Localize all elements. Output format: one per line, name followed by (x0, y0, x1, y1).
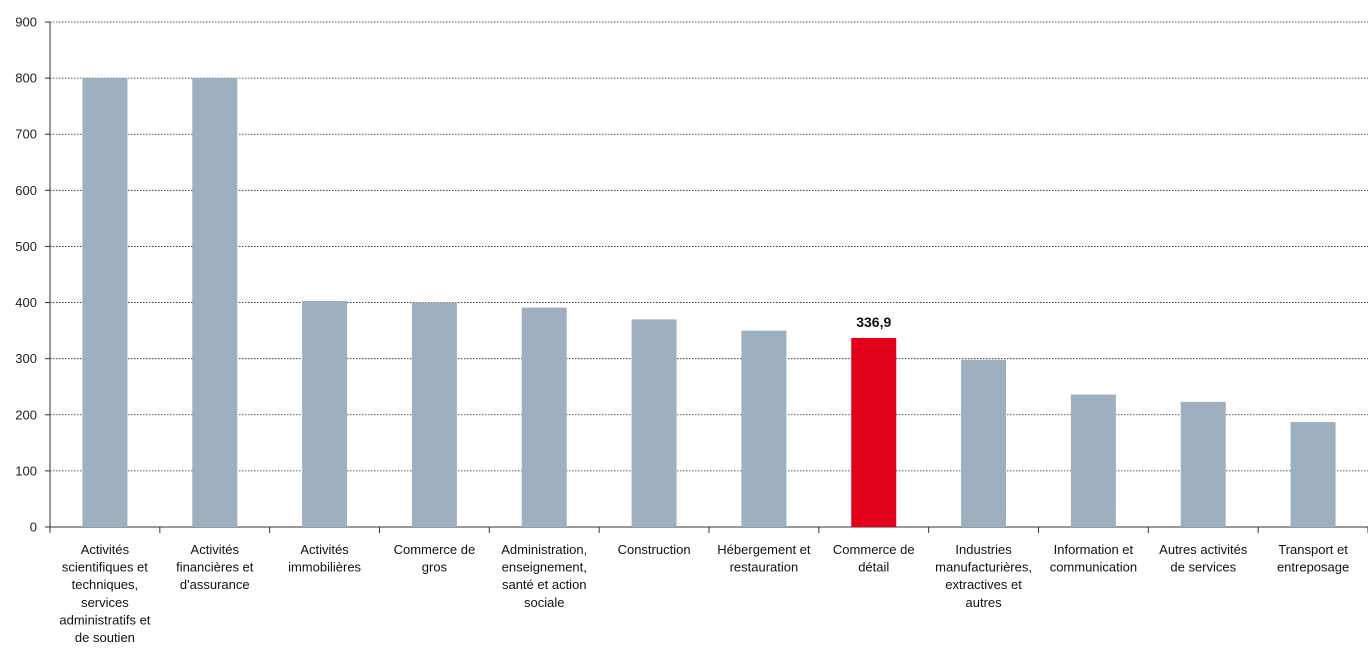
x-category-label: Information et communication (1050, 542, 1137, 575)
x-category-label-line: services (81, 595, 129, 610)
y-tick-label: 800 (15, 71, 37, 86)
x-category-label-line: Activités (81, 542, 130, 557)
x-category-label-line: financières et (176, 560, 254, 575)
x-category-label-line: d'assurance (180, 577, 250, 592)
y-tick-label: 600 (15, 183, 37, 198)
bars (82, 78, 1336, 527)
x-category-label-line: santé et action (502, 577, 587, 592)
x-category-label-line: sociale (524, 595, 564, 610)
x-category-label-line: Commerce de (833, 542, 915, 557)
x-category-label-line: Industries (955, 542, 1012, 557)
x-category-label: Industries manufacturières, extractives et… (935, 542, 1032, 610)
x-category-label-line: enseignement, (502, 560, 587, 575)
x-category-label-line: Administration, (501, 542, 587, 557)
x-category-label-line: communication (1050, 560, 1137, 575)
y-axis-ticks: 0 100 200 300 400 500 600 700 800 900 (15, 15, 1368, 535)
x-category-label-line: entreposage (1277, 560, 1349, 575)
bar (1070, 394, 1116, 527)
data-label: 336,9 (856, 314, 891, 330)
x-category-label-line: Transport et (1278, 542, 1348, 557)
bar (961, 359, 1007, 527)
x-category-label: Activités scientifiques et techniques, serv… (59, 542, 150, 645)
bar (411, 302, 457, 527)
y-tick-label: 900 (15, 15, 37, 30)
bar (192, 78, 238, 527)
data-labels: 336,9 (856, 314, 891, 330)
x-category-label-line: administratifs et (59, 612, 150, 627)
x-category-label: Transport et entreposage (1277, 542, 1349, 575)
x-category-label: Commerce de gros (394, 542, 476, 575)
x-category-label-line: manufacturières, (935, 560, 1032, 575)
bar (82, 78, 128, 527)
y-tick-label: 200 (15, 407, 37, 422)
y-tick-label: 300 (15, 351, 37, 366)
y-tick-label: 100 (15, 463, 37, 478)
x-category-label-line: Activités (300, 542, 349, 557)
x-category-label-line: gros (422, 560, 448, 575)
x-category-label: Hébergement et restauration (717, 542, 811, 575)
bar-highlighted (851, 337, 897, 527)
x-category-label-line: détail (858, 560, 889, 575)
x-category-label: Activités immobilières (288, 542, 361, 575)
x-category-label-line: extractives et (945, 577, 1022, 592)
x-category-label-line: autres (966, 595, 1003, 610)
x-category-label: Construction (618, 542, 691, 557)
x-category-label-line: Activités (191, 542, 240, 557)
bar (302, 300, 348, 527)
x-category-label: Autres activités de services (1159, 542, 1248, 575)
x-category-label: Commerce de détail (833, 542, 915, 575)
x-category-label-line: de services (1170, 560, 1236, 575)
bar (1180, 401, 1226, 527)
x-category-label-line: immobilières (288, 560, 361, 575)
bar (741, 330, 787, 527)
x-category-label-line: Information et (1054, 542, 1134, 557)
x-category-label-line: Autres activités (1159, 542, 1248, 557)
bar (631, 319, 677, 527)
y-tick-label: 400 (15, 295, 37, 310)
x-category-label-line: de soutien (75, 630, 135, 645)
bar (521, 307, 567, 527)
x-category-label-line: Hébergement et (717, 542, 811, 557)
x-category-label-line: Construction (618, 542, 691, 557)
x-category-label: Administration, enseignement, santé et act… (501, 542, 587, 610)
bar (1290, 422, 1336, 527)
x-category-label-line: Commerce de (394, 542, 476, 557)
x-category-label-line: scientifiques et (62, 560, 148, 575)
y-tick-label: 700 (15, 127, 37, 142)
y-tick-label: 500 (15, 239, 37, 254)
x-category-label-line: techniques, (72, 577, 139, 592)
x-category-label-line: restauration (730, 560, 799, 575)
y-tick-label: 0 (30, 520, 37, 535)
x-category-label: Activités financières et d'assurance (176, 542, 254, 592)
gridlines (50, 21, 1368, 472)
x-axis-labels: Activités scientifiques et techniques, serv… (59, 542, 1349, 645)
